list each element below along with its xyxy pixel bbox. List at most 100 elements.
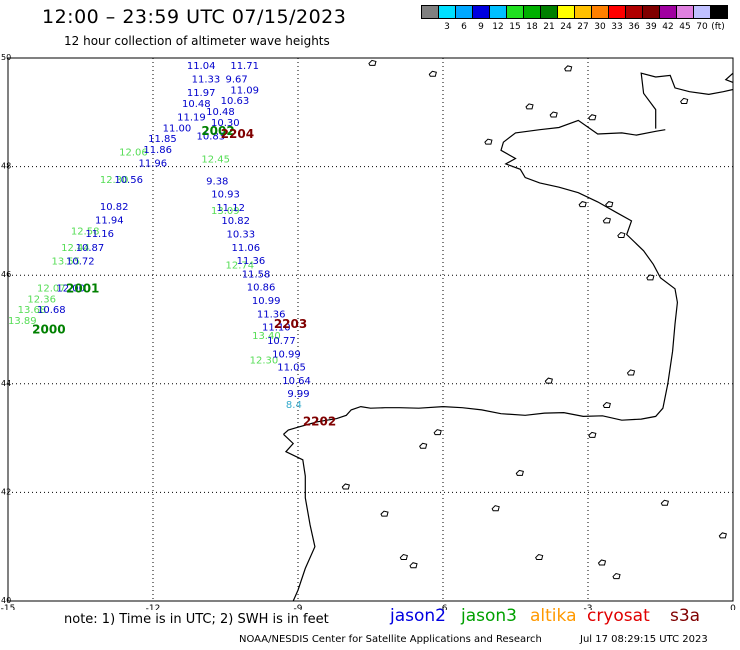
swh-value: 11.97 xyxy=(187,88,216,99)
swh-value: 11.00 xyxy=(163,123,192,134)
swh-value: 12.00 xyxy=(56,283,85,294)
coast-fragment xyxy=(409,562,418,569)
pass-label: 2001 xyxy=(66,282,99,296)
x-tick-label: 0 xyxy=(730,604,736,610)
pass-label: 2204 xyxy=(221,127,254,141)
swh-value: 11.86 xyxy=(143,145,172,156)
y-tick-label: 50 xyxy=(1,53,11,62)
coast-fragment xyxy=(588,431,597,438)
swh-value: 9.99 xyxy=(287,389,309,400)
pass-label: 2202 xyxy=(303,415,336,429)
satellite-cryosat: cryosat xyxy=(587,606,650,626)
swh-value: 11.04 xyxy=(187,61,216,72)
swh-value: 10.82 xyxy=(100,202,129,213)
y-tick-label: 46 xyxy=(1,270,11,279)
swh-value: 10.83 xyxy=(197,131,226,142)
legend-swatch xyxy=(506,5,524,19)
satellite-altika: altika xyxy=(530,606,577,626)
swh-value: 13.89 xyxy=(8,316,37,327)
swh-value: 10.99 xyxy=(252,296,281,307)
coastline xyxy=(283,119,679,435)
page-title: 12:00 – 23:59 UTC 07/15/2023 xyxy=(42,6,347,28)
swh-value: 10.33 xyxy=(226,230,255,241)
swh-value: 12.58 xyxy=(71,226,100,237)
coast-fragment xyxy=(597,559,607,566)
coast-fragment xyxy=(646,274,655,281)
coastline-normandy xyxy=(640,72,734,129)
footer-credit: NOAA/NESDIS Center for Satellite Applica… xyxy=(239,634,542,645)
coast-fragment xyxy=(626,369,636,376)
coast-fragment xyxy=(718,532,727,539)
legend-swatch xyxy=(642,5,660,19)
coast-fragment xyxy=(535,554,544,561)
legend-swatch xyxy=(574,5,592,19)
coast-fragment xyxy=(419,442,428,449)
swh-value: 12.07 xyxy=(37,283,66,294)
x-tick-label: -3 xyxy=(584,604,593,610)
swh-value: 10.93 xyxy=(211,190,240,201)
legend-label: 36 xyxy=(628,22,640,32)
swh-value: 12.30 xyxy=(250,356,279,367)
swh-value: 10.48 xyxy=(182,99,211,110)
coast-fragment xyxy=(380,510,389,517)
swh-value: 12.44 xyxy=(61,243,90,254)
note-text: note: 1) Time is in UTC; 2) SWH is in fe… xyxy=(64,612,329,627)
legend-swatch xyxy=(693,5,711,19)
legend-label: 18 xyxy=(526,22,538,32)
swh-value: 11.96 xyxy=(139,159,168,170)
swh-value: 12.36 xyxy=(27,294,56,305)
legend-swatch xyxy=(676,5,694,19)
coast-fragment xyxy=(515,469,524,476)
legend-swatch xyxy=(523,5,541,19)
y-tick-label: 40 xyxy=(1,596,11,605)
coast-fragment xyxy=(549,111,558,118)
legend-swatch xyxy=(625,5,643,19)
swh-value: 12.45 xyxy=(201,155,230,166)
legend-swatch xyxy=(438,5,456,19)
coast-fragment xyxy=(680,97,689,104)
swh-value: 9.67 xyxy=(226,74,248,85)
legend-label: 12 xyxy=(492,22,504,32)
swh-value: 10.87 xyxy=(76,243,105,254)
swh-value: 12.06 xyxy=(119,148,148,159)
swh-value: 11.36 xyxy=(237,256,266,267)
swh-value: 10.30 xyxy=(211,118,240,129)
coast-fragment xyxy=(341,483,350,490)
swh-value: 11.05 xyxy=(277,363,306,374)
swh-value: 10.82 xyxy=(221,216,250,227)
legend-swatch xyxy=(540,5,558,19)
swh-value: 10.72 xyxy=(66,256,95,267)
satellite-jason3: jason3 xyxy=(461,606,517,626)
legend-label: 24 xyxy=(560,22,572,32)
swh-value: 11.10 xyxy=(262,323,291,334)
swh-value: 10.77 xyxy=(267,336,296,347)
coast-fragment xyxy=(578,201,587,208)
legend-swatch xyxy=(472,5,490,19)
color-legend: 3 6 9 12 15 18 21 24 27 30 33 36 39 42 45 70 (ft) xyxy=(421,5,728,39)
swh-value: 13.55 xyxy=(52,256,81,267)
coast-fragment xyxy=(588,114,597,121)
pass-label: 2203 xyxy=(274,317,307,331)
swh-value: 11.58 xyxy=(242,269,271,280)
coast-fragment xyxy=(491,505,500,512)
legend-label: 6 xyxy=(461,22,467,32)
swh-value: 13.68 xyxy=(18,305,47,316)
swh-value: 9.38 xyxy=(206,176,228,187)
legend-unit: (ft) xyxy=(711,22,725,32)
y-tick-label: 42 xyxy=(1,487,11,496)
coast-fragment xyxy=(399,554,408,561)
swh-value: 11.71 xyxy=(230,61,259,72)
legend-swatch xyxy=(608,5,626,19)
coast-fragment xyxy=(428,70,437,77)
coast-fragment xyxy=(433,429,442,436)
legend-label: 42 xyxy=(662,22,674,32)
legend-label: 30 xyxy=(594,22,606,32)
legend-label: 27 xyxy=(577,22,589,32)
swh-value: 8.4 xyxy=(286,400,302,411)
swh-value: 10.63 xyxy=(221,96,250,107)
legend-swatch xyxy=(659,5,677,19)
swh-value: 11.19 xyxy=(177,112,206,123)
footer-timestamp: Jul 17 08:29:15 UTC 2023 xyxy=(580,634,708,645)
legend-label: 21 xyxy=(543,22,555,32)
swh-value: 11.12 xyxy=(216,203,245,214)
